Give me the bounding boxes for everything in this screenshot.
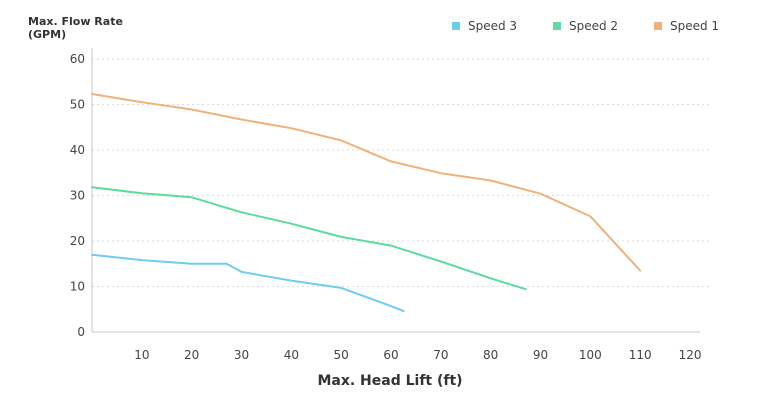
- x-tick-label: 70: [433, 348, 448, 362]
- x-tick-label: 10: [134, 348, 149, 362]
- legend-label: Speed 1: [670, 19, 719, 33]
- legend-label: Speed 2: [569, 19, 618, 33]
- series-lines: [91, 93, 642, 313]
- x-tick-label: 30: [234, 348, 249, 362]
- y-tick-label: 50: [70, 98, 85, 112]
- y-tick-label: 40: [70, 143, 85, 157]
- y-tick-label: 20: [70, 234, 85, 248]
- y-tick-label: 60: [70, 52, 85, 66]
- x-tick-label: 20: [184, 348, 199, 362]
- axes: [91, 48, 700, 333]
- legend-swatch: [654, 22, 662, 30]
- legend-label: Speed 3: [468, 19, 517, 33]
- x-tick-label: 90: [533, 348, 548, 362]
- y-tick-label: 30: [70, 189, 85, 203]
- y-tick-label: 10: [70, 280, 85, 294]
- series-line-speed-3: [91, 253, 405, 313]
- legend-item-speed-2: Speed 2: [553, 19, 618, 33]
- legend-swatch: [452, 22, 460, 30]
- x-tick-label: 80: [483, 348, 498, 362]
- series-line-speed-2: [91, 186, 527, 291]
- x-tick-label: 120: [679, 348, 702, 362]
- x-tick-labels: 10 20 30 40 50 60 70 80 90 100 110 120: [134, 348, 701, 362]
- gridlines: [92, 58, 712, 287]
- y-tick-labels: 0 10 20 30 40 50 60: [70, 52, 85, 339]
- x-axis-title: Max. Head Lift (ft): [317, 373, 462, 389]
- legend-swatch: [553, 22, 561, 30]
- y-axis-title: Max. Flow Rate (GPM): [28, 15, 123, 41]
- x-tick-label: 40: [284, 348, 299, 362]
- legend: Speed 3 Speed 2 Speed 1: [452, 19, 719, 33]
- y-axis-title-line-1: Max. Flow Rate: [28, 15, 123, 28]
- y-axis-title-line-2: (GPM): [28, 28, 66, 41]
- x-tick-label: 60: [383, 348, 398, 362]
- x-tick-label: 110: [629, 348, 652, 362]
- legend-item-speed-1: Speed 1: [654, 19, 719, 33]
- x-tick-label: 100: [579, 348, 602, 362]
- x-tick-label: 50: [334, 348, 349, 362]
- series-line-speed-1: [91, 93, 642, 272]
- y-tick-label: 0: [77, 325, 85, 339]
- legend-item-speed-3: Speed 3: [452, 19, 517, 33]
